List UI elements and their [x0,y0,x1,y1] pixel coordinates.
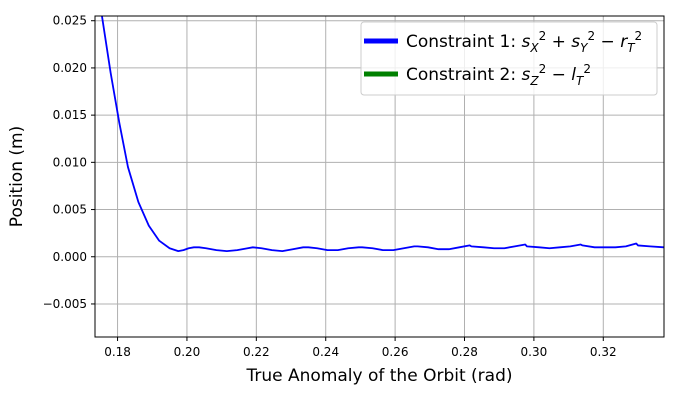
x-tick-label: 0.18 [104,345,131,359]
legend-box [360,21,658,96]
y-tick-label: −0.005 [43,297,87,311]
y-tick-label: 0.000 [53,250,87,264]
x-tick-label: 0.32 [590,345,617,359]
legend-label-constraint-1: Constraint 1: sX2 + sY2 − rT2 [406,29,642,55]
y-tick-label: 0.025 [53,14,87,28]
x-tick-label: 0.22 [243,345,270,359]
x-axis-label: True Anomaly of the Orbit (rad) [246,366,513,386]
plot-area [101,16,664,252]
x-tick-label: 0.30 [521,345,548,359]
y-axis: −0.005 0.000 0.005 0.010 0.015 0.020 0.025 [43,14,95,311]
y-tick-label: 0.005 [53,203,87,217]
legend-label-constraint-2: Constraint 2: sZ2 − lT2 [406,62,591,88]
plot-frame [94,15,665,338]
y-tick-label: 0.010 [53,155,87,169]
x-tick-label: 0.24 [312,345,339,359]
x-axis: 0.18 0.20 0.22 0.24 0.26 0.28 0.30 0.32 [104,337,617,359]
y-tick-label: 0.015 [53,108,87,122]
x-tick-label: 0.26 [382,345,409,359]
series-line-constraint-1 [101,16,664,252]
y-tick-label: 0.020 [53,61,87,75]
y-axis-label: Position (m) [7,126,27,227]
legend: Constraint 1: sX2 + sY2 − rT2 Constraint… [360,21,658,96]
x-tick-label: 0.28 [451,345,478,359]
x-tick-label: 0.20 [174,345,201,359]
